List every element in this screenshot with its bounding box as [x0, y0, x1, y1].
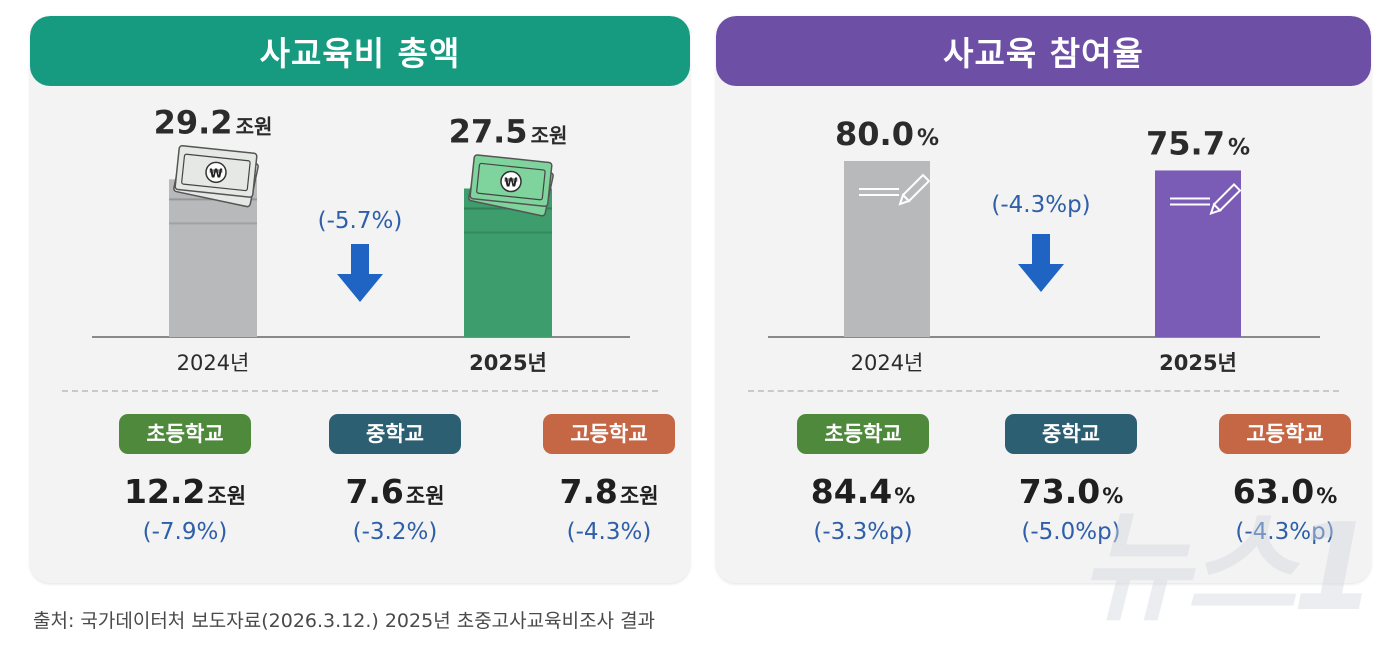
high-rate-change: (-4.3%p)	[1235, 519, 1335, 545]
total-expense-header: 사교육비 총액	[30, 16, 690, 86]
total-expense-chart: ₩29.2 조원 2024년 ₩27.5 조원 2025년 (-5.7%)	[92, 103, 630, 375]
x-tick-label: 2025년	[1159, 351, 1237, 375]
middle-rate-change: (-5.0%p)	[1021, 519, 1121, 545]
total-expense-panel: 사교육비 총액 ₩29.2 조원 2024년 ₩27.5 조원 2025년 (-5.7%) …	[30, 16, 690, 583]
value-number: 73.0	[1018, 472, 1101, 511]
middle-expense-value: 7.6조원	[290, 472, 500, 511]
elementary-stat: 초등학교 84.4% (-3.3%p)	[758, 414, 968, 545]
value-number: 63.0	[1232, 472, 1315, 511]
high-expense-change: (-4.3%)	[566, 519, 652, 545]
high-stat: 고등학교 7.8조원 (-4.3%)	[504, 414, 690, 545]
middle-expense-change: (-3.2%)	[352, 519, 438, 545]
high-rate-value: 63.0%	[1180, 472, 1371, 511]
middle-badge: 중학교	[329, 414, 461, 454]
participation-rate-panel: 사교육 참여율 80.0% 2024년 75.7% 2025년 (-4.3%p) 초등학…	[716, 16, 1371, 583]
value-unit: 조원	[207, 484, 247, 508]
down-arrow-icon	[337, 244, 383, 302]
change-label: (-5.7%)	[318, 208, 403, 234]
high-badge: 고등학교	[543, 414, 675, 454]
x-tick-label: 2024년	[177, 351, 250, 375]
data-label: 75.7%	[1146, 124, 1250, 162]
data-label: 80.0%	[835, 115, 939, 153]
value-number: 84.4	[810, 472, 893, 511]
value-unit: 조원	[619, 484, 659, 508]
value-unit: %	[1316, 484, 1338, 508]
x-tick-label: 2024년	[851, 351, 924, 375]
x-tick-label: 2025년	[469, 351, 547, 375]
change-label: (-4.3%p)	[991, 192, 1090, 218]
divider	[62, 390, 658, 392]
value-unit: %	[1102, 484, 1124, 508]
value-number: 7.6	[345, 472, 404, 511]
value-unit: %	[894, 484, 916, 508]
down-arrow-icon	[1018, 234, 1064, 292]
elementary-expense-change: (-7.9%)	[142, 519, 228, 545]
svg-text:₩: ₩	[209, 166, 223, 180]
high-badge: 고등학교	[1219, 414, 1351, 454]
pencil-icon	[859, 173, 931, 206]
middle-stat: 중학교 73.0% (-5.0%p)	[966, 414, 1176, 545]
high-stat: 고등학교 63.0% (-4.3%p)	[1180, 414, 1371, 545]
middle-stat: 중학교 7.6조원 (-3.2%)	[290, 414, 500, 545]
elementary-badge: 초등학교	[119, 414, 251, 454]
elementary-rate-change: (-3.3%p)	[813, 519, 913, 545]
value-unit: 조원	[405, 484, 445, 508]
elementary-rate-value: 84.4%	[758, 472, 968, 511]
bar-2024년	[844, 161, 930, 337]
bar-2025년	[1155, 170, 1241, 337]
data-label: 29.2 조원	[154, 103, 273, 141]
middle-badge: 중학교	[1005, 414, 1137, 454]
source-note: 출처: 국가데이터처 보도자료(2026.3.12.) 2025년 초중고사교육…	[33, 610, 656, 632]
pencil-icon	[1170, 183, 1242, 216]
data-label: 27.5 조원	[449, 113, 568, 151]
money-icon: ₩	[173, 145, 259, 208]
money-icon: ₩	[468, 154, 554, 217]
value-number: 12.2	[123, 472, 206, 511]
news1-watermark-logo: 뉴스1	[1079, 499, 1376, 638]
divider	[748, 390, 1339, 392]
participation-rate-header: 사교육 참여율	[716, 16, 1371, 86]
middle-rate-value: 73.0%	[966, 472, 1176, 511]
participation-rate-chart: 80.0 % 2024년 75.7 % 2025년 (-4.3%p)	[768, 115, 1320, 375]
elementary-expense-value: 12.2조원	[80, 472, 290, 511]
value-number: 7.8	[559, 472, 618, 511]
elementary-stat: 초등학교 12.2조원 (-7.9%)	[80, 414, 290, 545]
svg-text:₩: ₩	[504, 176, 518, 190]
high-expense-value: 7.8조원	[504, 472, 690, 511]
elementary-badge: 초등학교	[797, 414, 929, 454]
